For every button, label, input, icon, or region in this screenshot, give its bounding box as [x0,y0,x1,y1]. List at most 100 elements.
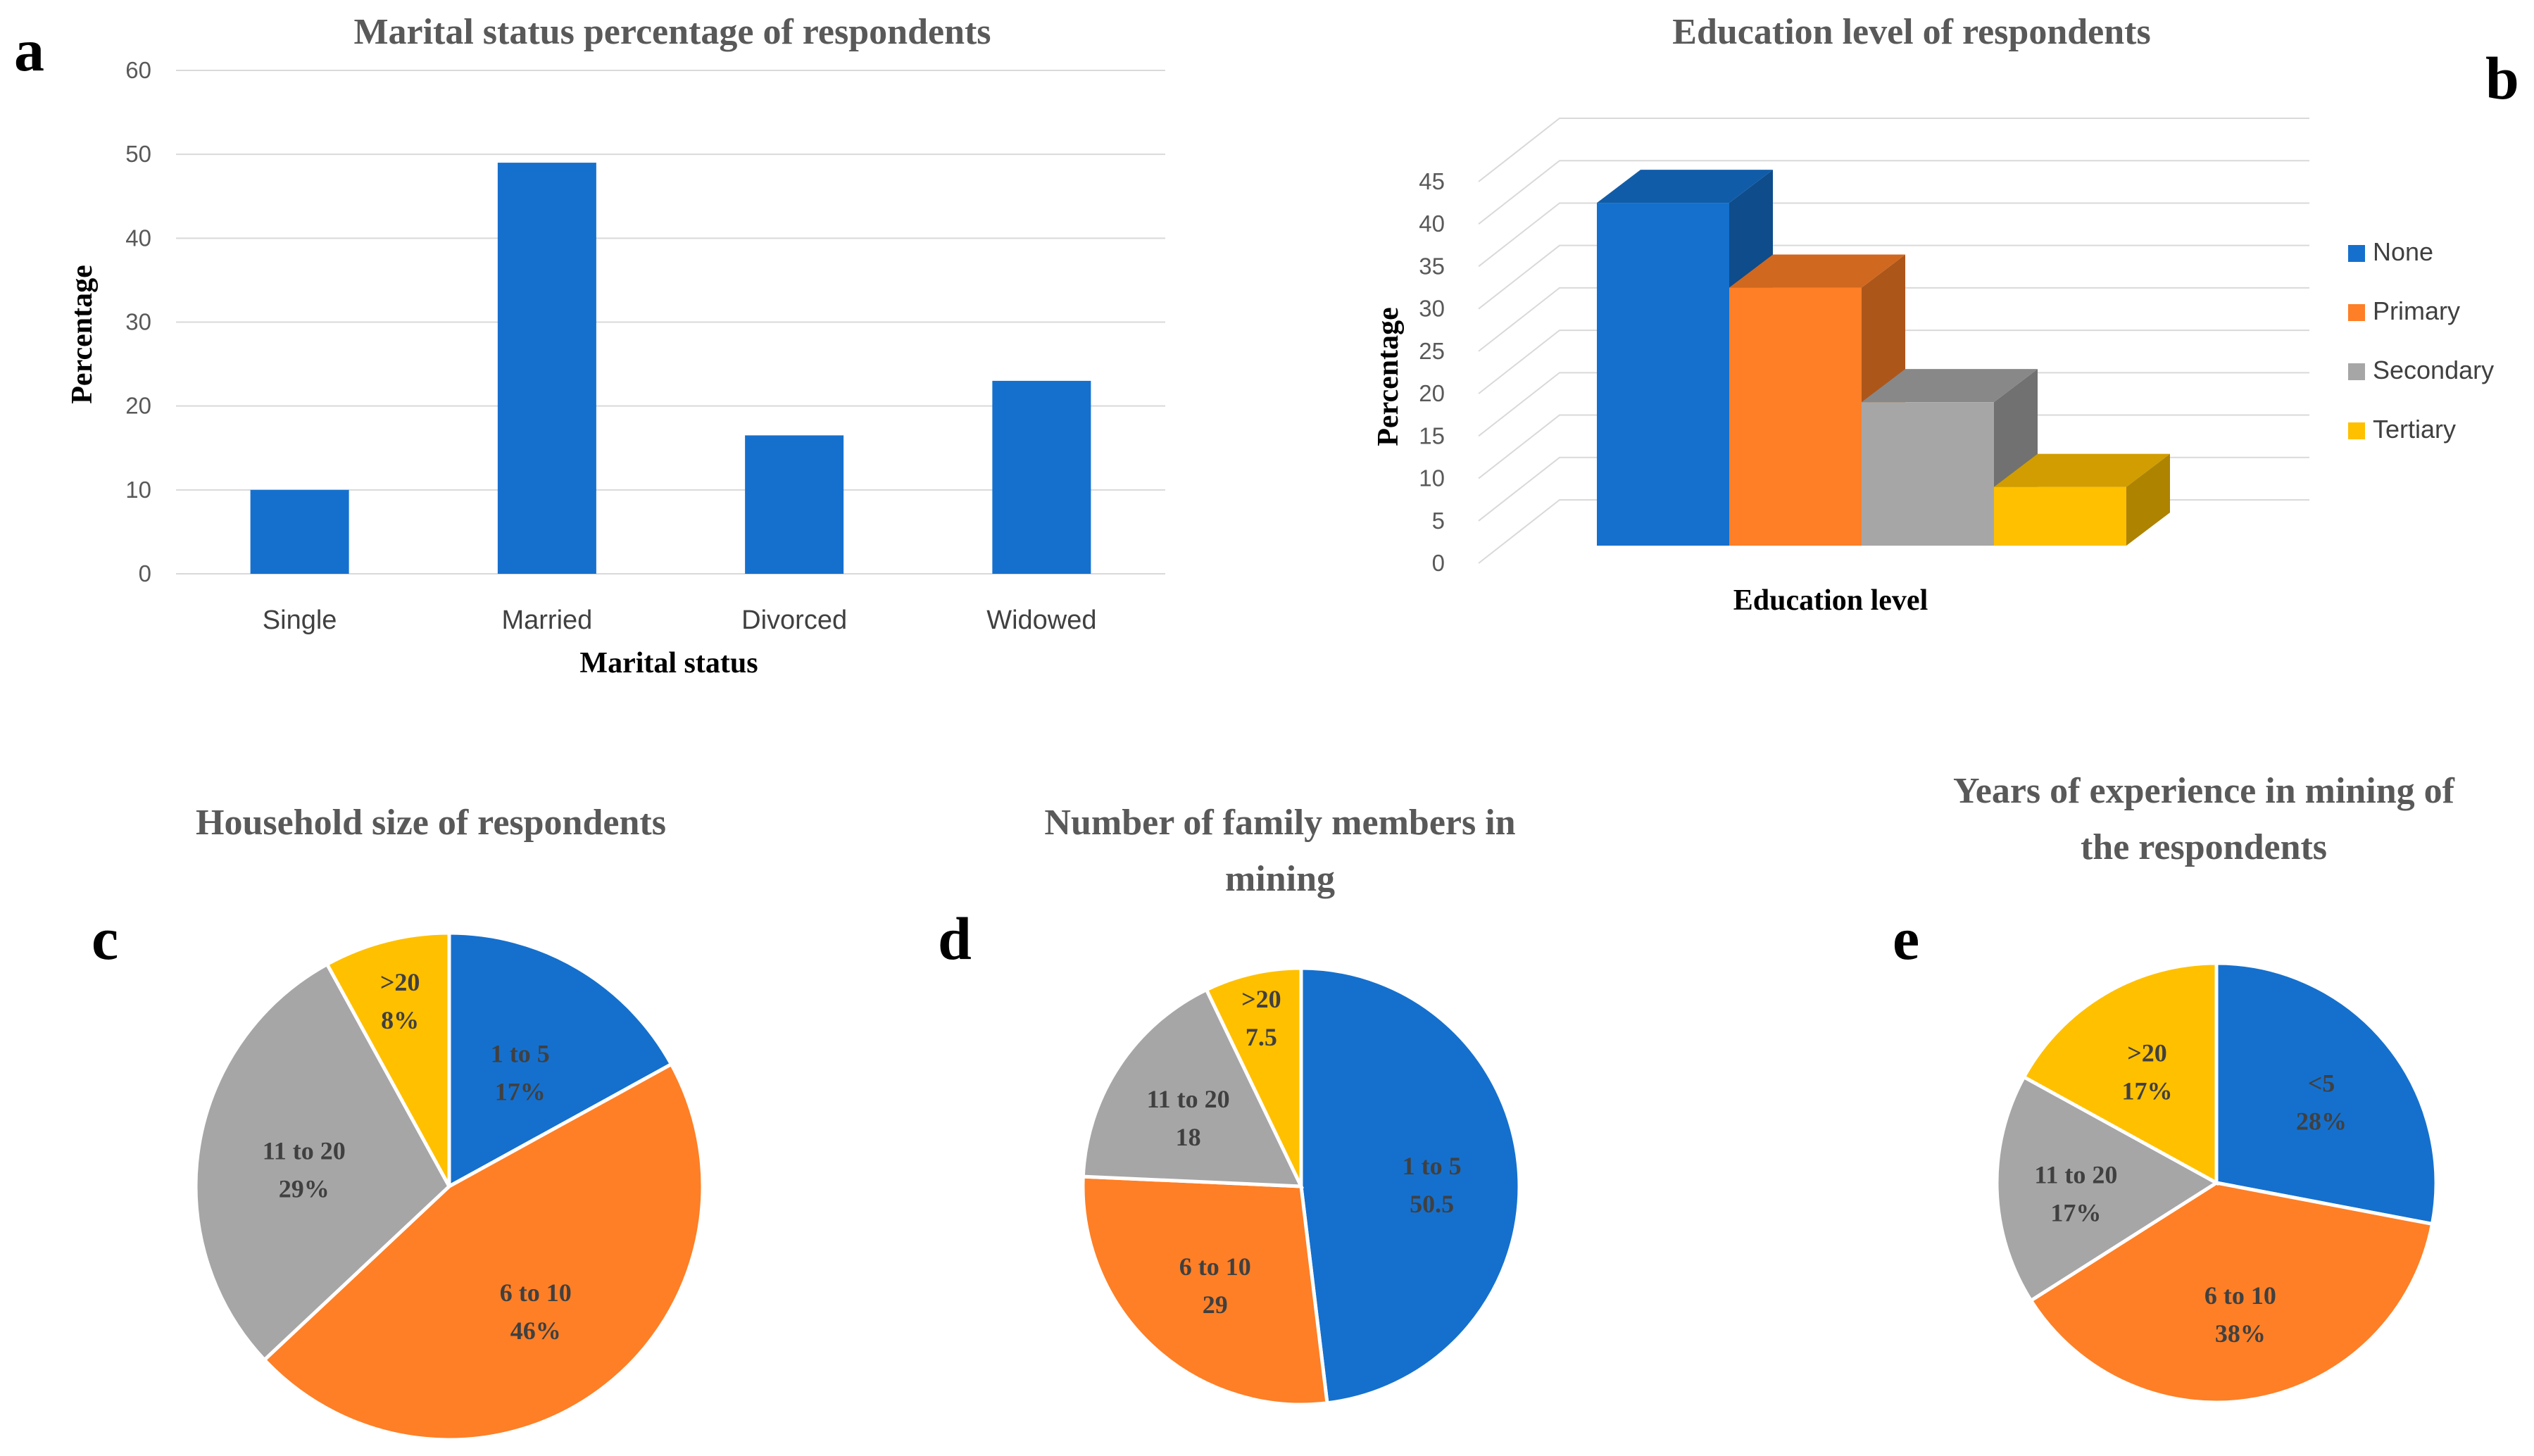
bar-side-face [2126,453,2170,546]
y-tick-label: 20 [125,393,151,419]
bar-divorced [745,435,844,574]
bar-tertiary [1994,453,2170,546]
chart-a-y-ticks: 0 10 20 30 40 50 60 [125,57,151,586]
panel-b-education-chart: b Education level of respondents 0 5 10 15 2… [1372,12,2519,617]
chart-a-category-labels: Single Married Divorced Widowed [263,605,1097,635]
chart-b-y-ticks: 0 5 10 15 20 25 30 35 40 45 [1419,168,1445,576]
chart-e-pie: <5 28% 6 to 10 38% 11 to 20 17% >20 17% [1995,961,2438,1405]
chart-a-y-axis-label: Percentage [66,265,99,403]
pie-slice-1-to-5 [1299,966,1522,1405]
pie-slice-label: 11 to 20 [1147,1085,1230,1113]
chart-d-pie: 1 to 5 50.5 6 to 10 29 11 to 20 18 >20 7.5 [1081,966,1522,1407]
pie-slice-value: 8% [381,1006,419,1034]
gridline [1478,287,2309,352]
bar-front-face [1597,203,1729,546]
bar-front-face [1994,487,2126,546]
y-tick-label: 40 [1419,211,1445,237]
y-tick-label: 10 [125,477,151,503]
y-tick-label: 60 [125,57,151,83]
bar-top-face [1994,453,2170,487]
panel-e-experience-chart: e Years of experience in mining of the r… [1893,771,2455,1405]
pie-slice-label: 11 to 20 [2034,1160,2117,1188]
pie-slice--20 [325,931,451,1188]
chart-b-legend: None Primary Secondary Tertiary [2348,237,2494,444]
y-tick-label: 30 [125,309,151,335]
chart-a-title: Marital status percentage of respondents [353,12,991,52]
chart-a-x-axis-label: Marital status [579,647,758,679]
bar-top-face [1862,369,2038,403]
chart-b-bars [1597,170,2170,546]
y-tick-label: 20 [1419,380,1445,406]
gridline [1478,118,2309,182]
pie-slice-value: 38% [2215,1319,2266,1348]
pie-slice-6-to-10 [262,1062,705,1442]
y-tick-label: 50 [125,141,151,167]
gridline [1478,330,2309,394]
pie-slice-value: 29% [279,1174,330,1203]
pie-slice--5 [2214,961,2438,1226]
y-tick-label: 45 [1419,168,1445,194]
category-label: Widowed [986,605,1096,635]
legend-label: Secondary [2373,356,2494,384]
gridline [1478,244,2309,310]
chart-b-y-axis-label: Percentage [1372,307,1405,446]
bar-front-face [1862,402,1994,546]
gridline [1478,414,2309,479]
pie-slice-label: >20 [2127,1038,2167,1067]
pie-slice-value: 46% [510,1317,561,1345]
bar-top-face [1597,170,1773,203]
chart-c-pie: 1 to 5 17% 6 to 10 46% 11 to 20 29% >20 8% [194,931,705,1442]
panel-c-household-size-chart: c Household size of respondents 1 to 5 17… [92,803,705,1442]
pie-slice-label: 1 to 5 [491,1040,550,1068]
pie-slice-value: 29 [1203,1291,1228,1319]
bar-single [250,489,349,574]
panel-letter-c: c [92,905,118,972]
chart-e-title-line-2: the respondents [2081,827,2327,867]
chart-b-title: Education level of respondents [1672,12,2150,52]
pie-slice-11-to-20 [1081,987,1305,1188]
panel-a-marital-status-chart: a Marital status percentage of responden… [14,12,1165,679]
pie-slice-value: 17% [495,1078,546,1106]
pie-slice-label: 6 to 10 [1179,1253,1251,1281]
chart-a-bars [250,163,1091,575]
chart-b-x-axis-label: Education level [1733,584,1928,617]
legend-label: Primary [2373,296,2460,325]
y-tick-label: 5 [1432,508,1445,534]
category-label: Married [501,605,592,635]
y-tick-label: 40 [125,225,151,251]
y-tick-label: 15 [1419,422,1445,448]
pie-slice-label: <5 [2308,1069,2335,1098]
pie-slice-label: 6 to 10 [500,1279,572,1307]
pie-slice-label: 1 to 5 [1403,1152,1462,1180]
pie-slice-value: 50.5 [1410,1190,1454,1218]
chart-b-3d-walls [1478,118,2309,564]
legend-swatch-primary [2348,304,2365,321]
bar-front-face [1729,287,1862,546]
y-tick-label: 0 [1432,550,1445,576]
chart-d-title-line-2: mining [1225,859,1335,899]
chart-e-title-line-1: Years of experience in mining of [1953,771,2455,811]
pie-slice-label: 11 to 20 [263,1136,346,1165]
pie-slice-11-to-20 [194,962,452,1362]
panel-letter-d: d [938,905,972,972]
gridline [1478,202,2309,268]
gridline [1478,372,2309,437]
bar-top-face [1729,254,1905,288]
chart-c-title: Household size of respondents [196,803,666,843]
bar-widowed [992,380,1091,574]
y-tick-label: 30 [1419,296,1445,322]
pie-slice-11-to-20 [1995,1074,2220,1303]
pie-slice-value: 18 [1176,1123,1201,1151]
y-tick-label: 35 [1419,253,1445,279]
y-tick-label: 0 [139,560,151,586]
bar-married [497,163,596,575]
category-label: Divorced [741,605,847,635]
gridline [1478,160,2309,225]
y-tick-label: 10 [1419,465,1445,491]
pie-slice-1-to-5 [447,931,674,1190]
pie-slice-value: 7.5 [1246,1023,1277,1051]
pie-slice-value: 28% [2296,1107,2347,1136]
panel-letter-b: b [2485,44,2519,112]
y-tick-label: 25 [1419,338,1445,364]
pie-slice-value: 17% [2050,1198,2101,1226]
